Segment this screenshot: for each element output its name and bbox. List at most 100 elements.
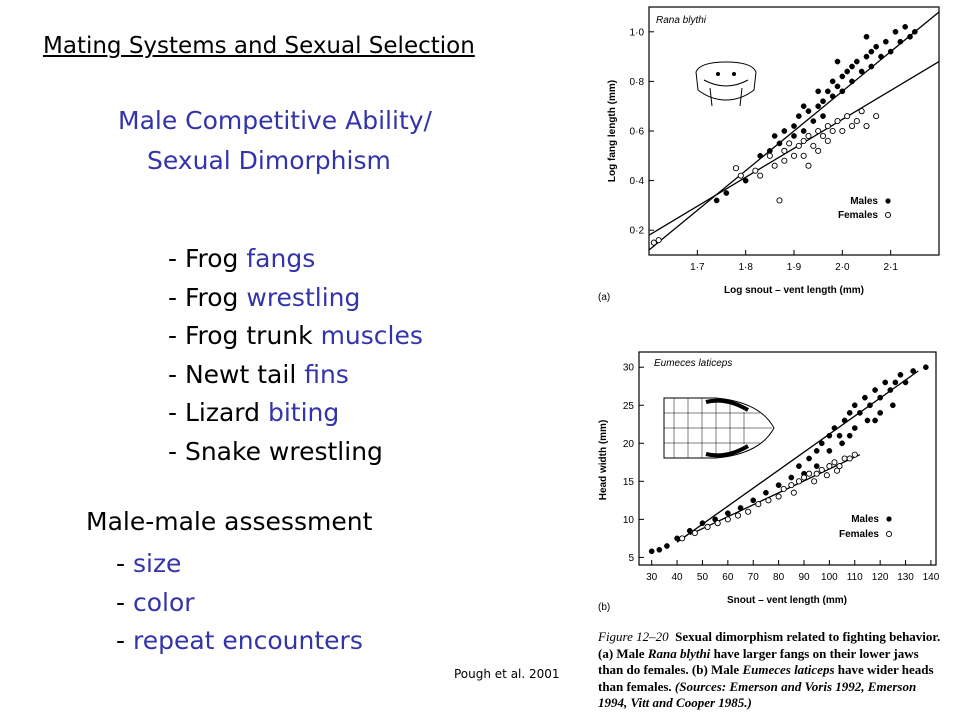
point-males (674, 535, 680, 542)
chart-a: Rana blythi 1·7 1·8 1·9 2·0 2·1 0·2 0·4 0·6 0·8 1… (598, 6, 940, 303)
x-axis-label: Log snout – vent length (mm) (724, 285, 864, 296)
chart-b: Eumeces laticeps 30 40 50 60 70 80 90 100 110 120… (598, 351, 940, 613)
point-females (737, 172, 744, 179)
point-females (655, 237, 662, 244)
point-females (846, 455, 853, 462)
point-females (766, 152, 773, 159)
point-males (815, 103, 822, 110)
point-males (887, 387, 894, 393)
point-males (878, 53, 884, 60)
legend-males-marker (885, 198, 891, 204)
caption-part: (Sources: Emerson and Voris 1992, Emerso… (598, 678, 917, 711)
point-females (815, 147, 822, 154)
point-females (823, 472, 830, 479)
point-males (858, 68, 865, 75)
source-credit: Pough et al. 2001 (454, 667, 560, 681)
point-males (820, 98, 826, 105)
legend-males-marker (886, 516, 892, 522)
point-males (868, 63, 875, 70)
point-males (791, 123, 797, 129)
point-females (800, 152, 807, 159)
list-item: - Lizard biting (168, 398, 340, 427)
point-males (813, 448, 820, 454)
point-males (902, 379, 909, 386)
caption-part: have larger fangs on their lower jaws th… (598, 645, 919, 678)
point-females (829, 127, 836, 135)
point-females (851, 451, 858, 458)
point-males (699, 520, 706, 527)
point-males (724, 510, 731, 517)
list-item: - Frog trunk muscles (168, 321, 423, 350)
caption-part: Eumeces laticeps (742, 662, 835, 677)
trait-list: - Frog fangs - Frog wrestling - Frog tru… (168, 240, 423, 471)
point-females (841, 455, 848, 462)
point-males (776, 140, 783, 147)
point-females (848, 122, 856, 130)
list-item: - Frog fangs (168, 244, 316, 273)
list-item: - Newt tail fins (168, 359, 349, 389)
point-males (839, 440, 845, 447)
y-tick-label: 1·0 (630, 27, 645, 38)
point-females (819, 132, 827, 140)
point-males (873, 43, 880, 50)
point-males (839, 88, 846, 95)
y-tick-label: 20 (623, 439, 635, 450)
point-females (734, 512, 742, 519)
y-tick-label: 10 (623, 515, 635, 526)
point-males (829, 93, 836, 100)
legend-males-label: Males (851, 514, 879, 525)
point-females (776, 197, 783, 204)
point-males (781, 128, 788, 134)
x-tick-label: 130 (897, 572, 914, 583)
point-females (650, 239, 657, 246)
point-males (889, 402, 896, 409)
x-tick-label: 120 (872, 572, 889, 583)
assessment-heading: Male-male assessment (86, 507, 373, 536)
point-females (800, 474, 808, 481)
point-females (824, 122, 831, 130)
point-females (781, 157, 788, 164)
point-males (872, 387, 878, 393)
point-males (775, 482, 782, 488)
point-males (867, 402, 873, 409)
point-females (780, 485, 787, 492)
x-tick-label: 140 (923, 572, 940, 583)
x-tick-label: 90 (798, 572, 810, 583)
point-males (863, 33, 870, 40)
point-females (795, 478, 802, 485)
x-tick-label: 2·1 (883, 262, 898, 273)
point-males (856, 410, 863, 416)
point-females (811, 478, 818, 485)
point-males (713, 197, 720, 204)
list-item: - size (116, 549, 182, 578)
y-tick-label: 15 (623, 477, 635, 488)
point-females (788, 482, 795, 489)
point-females (810, 142, 817, 149)
chart-title: Eumeces laticeps (654, 358, 732, 369)
point-males (864, 417, 871, 424)
point-females (826, 463, 833, 470)
point-males (922, 364, 929, 371)
point-females (755, 501, 762, 508)
x-tick-label: 110 (847, 572, 863, 583)
y-tick-label: 0·8 (630, 77, 645, 88)
point-males (892, 379, 899, 386)
point-females (805, 162, 812, 169)
point-males (853, 58, 860, 65)
y-axis-label: Head width (mm) (598, 420, 609, 501)
point-males (788, 474, 795, 481)
plot-frame (638, 351, 937, 566)
figure-caption: Figure 12–20 Sexual dimorphism related t… (598, 629, 943, 712)
x-tick-label: 1·8 (738, 262, 753, 273)
point-males (849, 63, 855, 70)
point-females (752, 167, 759, 174)
point-males (846, 410, 853, 416)
x-tick-label: 100 (821, 572, 838, 583)
point-females (714, 520, 721, 527)
point-males (844, 68, 851, 75)
point-males (806, 455, 812, 462)
regression-line-females (648, 61, 940, 236)
point-males (805, 108, 812, 115)
point-males (820, 113, 826, 119)
point-males (750, 497, 757, 504)
